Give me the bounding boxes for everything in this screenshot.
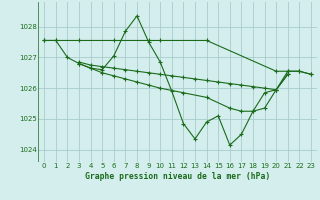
X-axis label: Graphe pression niveau de la mer (hPa): Graphe pression niveau de la mer (hPa) (85, 172, 270, 181)
